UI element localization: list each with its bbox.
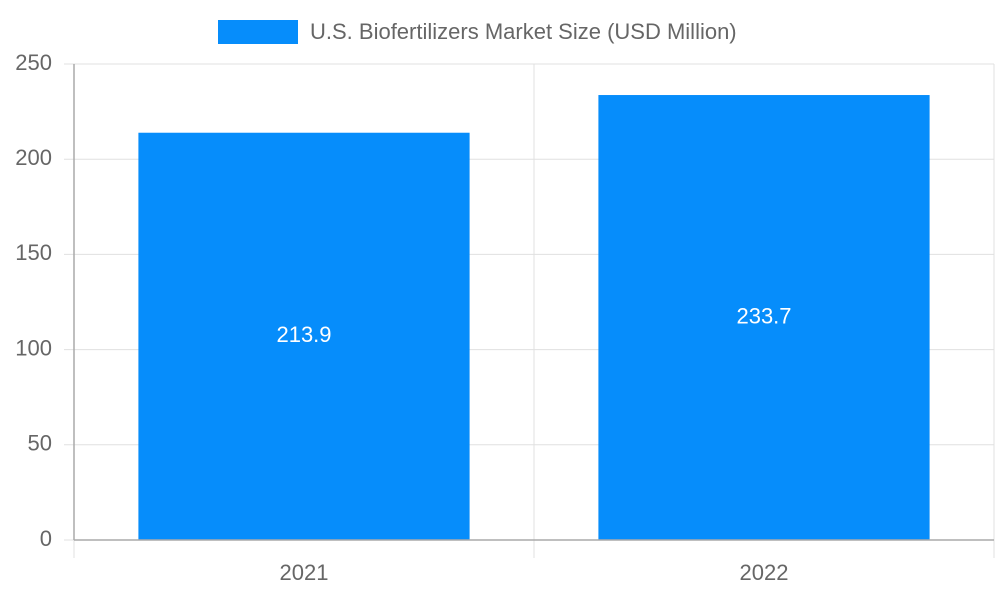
bar xyxy=(138,132,470,540)
data-label: 213.9 xyxy=(276,322,331,347)
x-tick-label: 2021 xyxy=(280,560,329,585)
y-tick-label: 150 xyxy=(15,240,52,265)
y-tick-label: 250 xyxy=(15,50,52,75)
y-tick-label: 100 xyxy=(15,335,52,360)
y-tick-label: 0 xyxy=(40,526,52,551)
legend-swatch xyxy=(218,20,298,44)
bar xyxy=(598,95,930,540)
data-label: 233.7 xyxy=(736,303,791,328)
legend-label: U.S. Biofertilizers Market Size (USD Mil… xyxy=(310,19,737,44)
y-tick-label: 50 xyxy=(28,431,52,456)
y-tick-label: 200 xyxy=(15,145,52,170)
x-tick-label: 2022 xyxy=(740,560,789,585)
